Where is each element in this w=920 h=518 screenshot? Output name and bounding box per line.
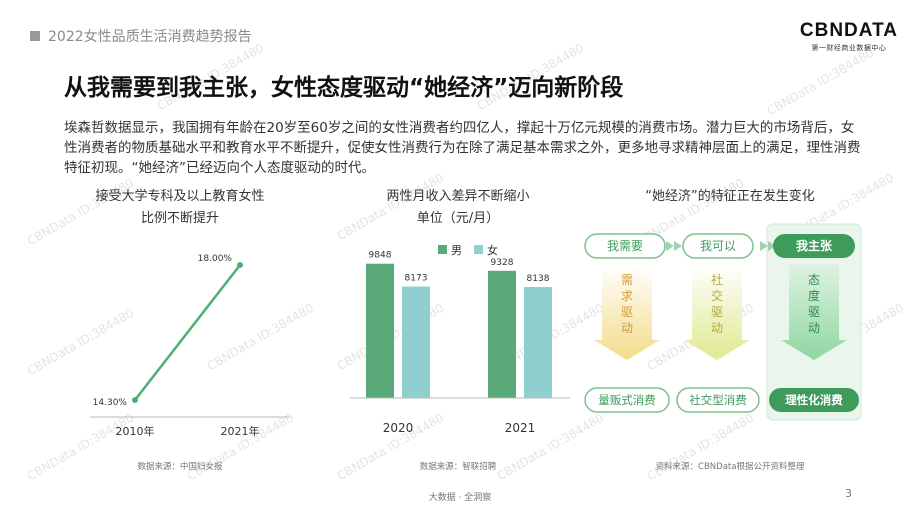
slide-title: 从我需要到我主张，女性态度驱动“她经济”迈向新阶段 (64, 75, 624, 101)
stage2-bottom-pill (676, 387, 760, 413)
stage2-top-pill (682, 233, 754, 259)
report-title: 2022女性品质生活消费趋势报告 (48, 29, 252, 45)
panel2-title-line1: 两性月收入差异不断缩小 (386, 189, 530, 204)
footer-slogan: 大数据 · 全洞察 (428, 493, 492, 503)
panel1-source: 数据来源：中国妇女报 (137, 462, 223, 472)
stage1-bottom-label: 量贩式消费 (598, 393, 656, 407)
stage2-top-label: 我可以 (700, 239, 736, 253)
stage3-top-label: 我主张 (796, 238, 833, 253)
line-point-1 (237, 262, 243, 268)
stage1-top-label: 我需要 (607, 239, 643, 253)
bar-2021-女 (524, 287, 552, 398)
stage2-to-3-arrow-icon (760, 241, 776, 251)
bar-2020-女 (402, 286, 430, 398)
bar-value-label-1-0: 9328 (491, 258, 514, 268)
page-number: 3 (845, 487, 852, 500)
legend-label-0: 男 (451, 244, 462, 257)
stage3-down-arrow-icon (781, 264, 847, 360)
stage1-top-pill (584, 233, 666, 259)
bar-2020-男 (366, 263, 394, 398)
panel2-title-line2: 单位（元/月） (416, 211, 500, 226)
cbndata-logo: CBNDATA 第一财经商业数据中心 (800, 20, 898, 53)
bar-value-label-1-1: 8138 (527, 274, 550, 284)
line-x-tick-0: 2010年 (116, 424, 155, 438)
panel1-title: 接受大学专科及以上教育女性 比例不断提升 (60, 186, 300, 230)
line-series-education (134, 264, 241, 401)
logo-brand: CBNDATA (799, 20, 898, 41)
stage2-driver-label: 社交驱动 (711, 272, 723, 335)
line-point-0 (132, 397, 138, 403)
bar-x-tick-0: 2020 (383, 421, 414, 435)
stage3-bottom-label: 理性化消费 (785, 393, 843, 407)
header-square-icon (30, 31, 40, 41)
panel2-source: 数据来源：智联招聘 (419, 462, 497, 472)
report-header: 2022女性品质生活消费趋势报告 (30, 26, 252, 46)
education-line-chart: 14.30% 2010年 18.00% 2021年 (90, 254, 290, 438)
stage3-top-pill (773, 234, 855, 258)
legend-swatch-0 (438, 245, 447, 254)
panel2-title: 两性月收入差异不断缩小 单位（元/月） (338, 186, 578, 230)
stage1-to-2-arrow-icon (666, 241, 682, 251)
income-bar-chart: 男 女 9848 8173 2020 9328 8138 2021 (350, 243, 570, 435)
stage2-down-arrow-icon (684, 264, 750, 360)
panel1-title-line2: 比例不断提升 (140, 211, 219, 226)
bar-x-tick-1: 2021 (505, 421, 536, 435)
bar-value-label-0-1: 8173 (405, 274, 428, 284)
line-x-tick-1: 2021年 (221, 424, 260, 438)
line-data-label-0: 14.30% (93, 398, 128, 408)
panel1-title-line1: 接受大学专科及以上教育女性 (95, 189, 265, 204)
logo-tagline: 第一财经商业数据中心 (811, 44, 887, 52)
stage3-bottom-pill (769, 388, 859, 412)
stage1-driver-label: 需求驱动 (621, 273, 633, 335)
she-economy-flow-diagram: 我需要 我可以 我主张 需求驱动 社交驱动 态度驱动 量贩式消费 社交型消费 理性化… (584, 223, 862, 421)
stage1-down-arrow-icon (594, 264, 660, 360)
stage3-driver-label: 态度驱动 (808, 273, 820, 335)
legend-label-1: 女 (487, 243, 498, 257)
legend-swatch-1 (474, 245, 483, 254)
bar-value-label-0-0: 9848 (369, 251, 392, 261)
stage2-bottom-label: 社交型消费 (689, 393, 747, 407)
slide-paragraph: 埃森哲数据显示，我国拥有年龄在20岁至60岁之间的女性消费者约四亿人，撑起十万亿… (64, 120, 861, 176)
panel3-source: 资料来源：CBNData根据公开资料整理 (655, 462, 805, 472)
panel3-title: “她经济”的特征正在发生变化 (645, 189, 815, 204)
bar-2021-男 (488, 270, 516, 398)
line-data-label-1: 18.00% (198, 254, 233, 264)
watermark-text: CBNData ID:384480 (764, 45, 877, 119)
stage1-bottom-pill (584, 387, 670, 413)
